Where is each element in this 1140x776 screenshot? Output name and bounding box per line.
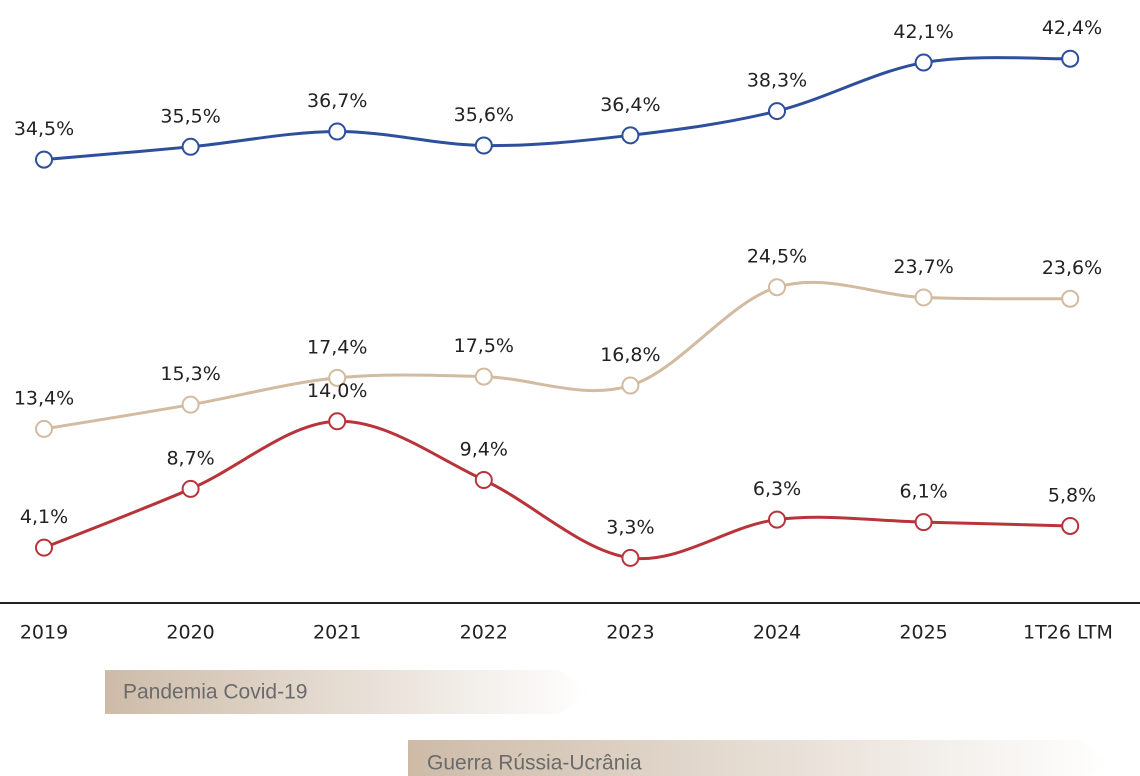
- x-tick-label: 2025: [899, 622, 947, 644]
- data-label: 4,1%: [20, 506, 68, 528]
- point: [328, 412, 347, 431]
- x-tick-label: 2020: [166, 622, 214, 644]
- point: [1061, 516, 1080, 535]
- point: [35, 150, 53, 169]
- point: [768, 510, 786, 529]
- point: [621, 376, 640, 395]
- point: [35, 419, 53, 438]
- point: [914, 513, 933, 532]
- data-label: 35,5%: [160, 105, 220, 127]
- data-label: 3,3%: [606, 516, 654, 538]
- data-label: 14,0%: [307, 380, 367, 402]
- annotation: Guerra Rússia-Ucrânia: [427, 752, 642, 775]
- point: [35, 538, 53, 557]
- annotation-arrow: [408, 740, 1110, 776]
- x-tick-label: 2021: [313, 622, 361, 644]
- data-label: 15,3%: [160, 363, 220, 385]
- point: [474, 367, 493, 386]
- data-label: 16,8%: [600, 344, 660, 366]
- point: [474, 471, 493, 489]
- data-label: 36,4%: [600, 94, 660, 116]
- x-tick-label: 2024: [753, 622, 801, 644]
- x-tick-label: 2023: [606, 622, 654, 644]
- x-tick-label: 2019: [20, 622, 68, 644]
- point: [181, 479, 200, 498]
- series-line: [43, 56, 1071, 162]
- point: [621, 548, 640, 567]
- data-label: 23,6%: [1042, 257, 1102, 279]
- point: [1061, 289, 1080, 308]
- data-label: 35,6%: [454, 104, 514, 126]
- annotation: Pandemia Covid-19: [123, 681, 307, 704]
- series-line: [43, 280, 1071, 431]
- point: [181, 137, 200, 156]
- data-label: 42,4%: [1042, 17, 1102, 39]
- point: [1061, 49, 1080, 68]
- point: [768, 102, 786, 121]
- series-line: [43, 419, 1071, 561]
- data-label: 36,7%: [307, 90, 367, 112]
- data-label: 38,3%: [747, 70, 807, 92]
- point: [181, 395, 200, 414]
- data-label: 17,5%: [454, 335, 514, 357]
- data-label: 6,3%: [753, 478, 801, 500]
- point: [914, 288, 933, 307]
- x-tick-label: 1T26 LTM: [1023, 622, 1113, 644]
- point: [621, 126, 640, 145]
- data-label: 13,4%: [14, 387, 74, 409]
- point: [328, 122, 347, 141]
- annotation-arrow: [105, 670, 590, 714]
- point: [768, 278, 786, 297]
- point: [474, 136, 493, 155]
- data-label: 9,4%: [460, 439, 508, 461]
- data-label: 6,1%: [899, 481, 947, 503]
- data-label: 34,5%: [14, 118, 74, 140]
- data-label: 24,5%: [747, 246, 807, 268]
- point: [914, 53, 933, 72]
- x-tick-label: 2022: [460, 622, 508, 644]
- data-label: 42,1%: [893, 21, 953, 43]
- data-label: 17,4%: [307, 336, 367, 358]
- data-label: 8,7%: [166, 447, 214, 469]
- point: [328, 368, 347, 387]
- data-label: 23,7%: [893, 256, 953, 278]
- data-label: 5,8%: [1048, 484, 1096, 506]
